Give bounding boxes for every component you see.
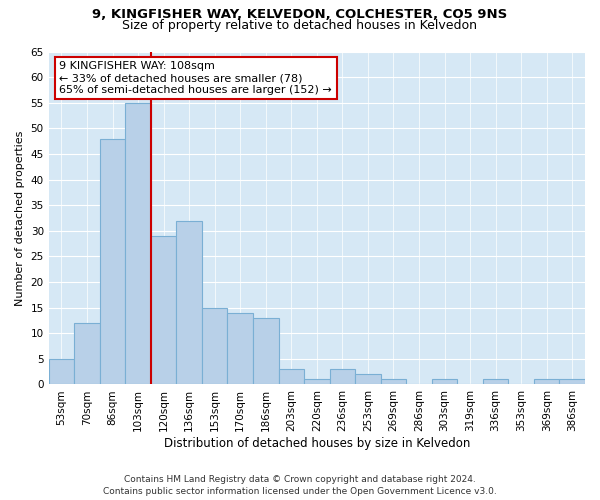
Bar <box>380 380 406 384</box>
Bar <box>125 102 151 384</box>
Bar <box>74 323 100 384</box>
Bar <box>432 380 457 384</box>
Bar <box>253 318 278 384</box>
Bar <box>534 380 559 384</box>
Bar <box>278 369 304 384</box>
Text: Size of property relative to detached houses in Kelvedon: Size of property relative to detached ho… <box>122 18 478 32</box>
Bar <box>559 380 585 384</box>
Bar <box>355 374 380 384</box>
Bar <box>202 308 227 384</box>
Bar <box>176 220 202 384</box>
Bar <box>227 312 253 384</box>
Bar <box>49 359 74 384</box>
Text: 9 KINGFISHER WAY: 108sqm
← 33% of detached houses are smaller (78)
65% of semi-d: 9 KINGFISHER WAY: 108sqm ← 33% of detach… <box>59 62 332 94</box>
Text: 9, KINGFISHER WAY, KELVEDON, COLCHESTER, CO5 9NS: 9, KINGFISHER WAY, KELVEDON, COLCHESTER,… <box>92 8 508 20</box>
X-axis label: Distribution of detached houses by size in Kelvedon: Distribution of detached houses by size … <box>164 437 470 450</box>
Bar <box>151 236 176 384</box>
Bar <box>329 369 355 384</box>
Y-axis label: Number of detached properties: Number of detached properties <box>15 130 25 306</box>
Bar <box>304 380 329 384</box>
Bar <box>100 138 125 384</box>
Text: Contains HM Land Registry data © Crown copyright and database right 2024.
Contai: Contains HM Land Registry data © Crown c… <box>103 474 497 496</box>
Bar <box>483 380 508 384</box>
